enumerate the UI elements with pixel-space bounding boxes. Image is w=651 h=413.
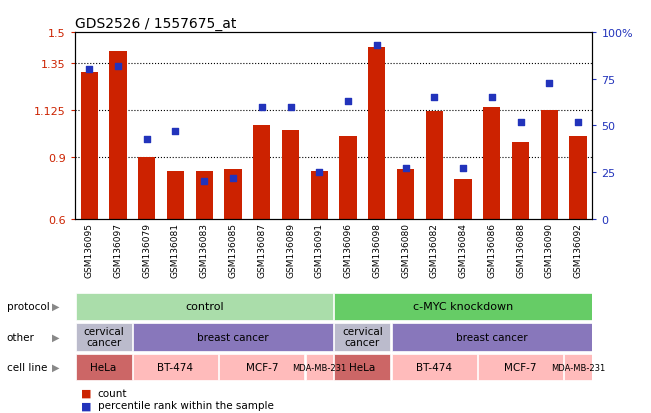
Text: protocol: protocol — [7, 301, 49, 311]
Bar — [219, 354, 304, 380]
Bar — [397, 170, 414, 219]
Bar — [76, 293, 333, 320]
Text: MDA-MB-231: MDA-MB-231 — [292, 363, 346, 372]
Bar — [368, 47, 385, 219]
Bar — [76, 354, 132, 380]
Text: ■: ■ — [81, 400, 92, 410]
Bar — [133, 323, 333, 351]
Text: GDS2526 / 1557675_at: GDS2526 / 1557675_at — [75, 17, 236, 31]
Text: GSM136087: GSM136087 — [257, 223, 266, 278]
Bar — [109, 52, 126, 219]
Text: MDA-MB-231: MDA-MB-231 — [551, 363, 605, 372]
Point — [458, 166, 468, 172]
Bar — [76, 323, 132, 351]
Point — [228, 175, 238, 182]
Text: GSM136086: GSM136086 — [488, 223, 496, 278]
Bar — [483, 107, 501, 219]
Point — [256, 104, 267, 111]
Bar — [305, 354, 333, 380]
Bar — [138, 157, 156, 219]
Text: HeLa: HeLa — [350, 362, 376, 372]
Text: ■: ■ — [81, 388, 92, 398]
Text: GSM136081: GSM136081 — [171, 223, 180, 278]
Text: GSM136091: GSM136091 — [315, 223, 324, 278]
Bar — [167, 172, 184, 219]
Bar — [225, 170, 242, 219]
Text: GSM136088: GSM136088 — [516, 223, 525, 278]
Text: BT-474: BT-474 — [158, 362, 193, 372]
Bar — [311, 172, 328, 219]
Bar — [392, 323, 592, 351]
Bar — [478, 354, 563, 380]
Text: count: count — [98, 388, 127, 398]
Point — [486, 95, 497, 102]
Text: cervical
cancer: cervical cancer — [83, 326, 124, 348]
Text: GSM136079: GSM136079 — [143, 223, 151, 278]
Bar — [392, 354, 477, 380]
Text: BT-474: BT-474 — [416, 362, 452, 372]
Bar — [570, 137, 587, 219]
Text: GSM136095: GSM136095 — [85, 223, 94, 278]
Text: ▶: ▶ — [51, 332, 59, 342]
Point — [314, 169, 324, 176]
Text: c-MYC knockdown: c-MYC knockdown — [413, 301, 513, 311]
Bar — [253, 126, 270, 219]
Text: ▶: ▶ — [51, 301, 59, 311]
Text: ▶: ▶ — [51, 362, 59, 372]
Bar — [454, 180, 471, 219]
Bar — [339, 137, 357, 219]
Text: GSM136090: GSM136090 — [545, 223, 554, 278]
Bar — [512, 143, 529, 219]
Point — [113, 63, 123, 70]
Point — [84, 67, 94, 74]
Point — [171, 128, 181, 135]
Point — [516, 119, 526, 126]
Point — [141, 136, 152, 142]
Text: GSM136083: GSM136083 — [200, 223, 209, 278]
Text: MCF-7: MCF-7 — [505, 362, 537, 372]
Text: control: control — [185, 301, 223, 311]
Bar — [282, 131, 299, 219]
Point — [429, 95, 439, 102]
Bar — [133, 354, 218, 380]
Point — [199, 179, 210, 185]
Bar — [564, 354, 592, 380]
Text: breast cancer: breast cancer — [197, 332, 269, 342]
Bar — [335, 323, 391, 351]
Text: GSM136085: GSM136085 — [229, 223, 238, 278]
Text: other: other — [7, 332, 35, 342]
Text: breast cancer: breast cancer — [456, 332, 527, 342]
Text: GSM136084: GSM136084 — [458, 223, 467, 278]
Text: GSM136089: GSM136089 — [286, 223, 295, 278]
Text: GSM136097: GSM136097 — [113, 223, 122, 278]
Text: cell line: cell line — [7, 362, 47, 372]
Text: GSM136092: GSM136092 — [574, 223, 583, 278]
Text: GSM136096: GSM136096 — [344, 223, 352, 278]
Text: cervical
cancer: cervical cancer — [342, 326, 383, 348]
Bar — [335, 354, 391, 380]
Text: GSM136080: GSM136080 — [401, 223, 410, 278]
Bar — [426, 112, 443, 219]
Point — [573, 119, 583, 126]
Point — [400, 166, 411, 172]
Point — [372, 43, 382, 50]
Point — [544, 80, 555, 87]
Text: GSM136082: GSM136082 — [430, 223, 439, 278]
Text: percentile rank within the sample: percentile rank within the sample — [98, 400, 273, 410]
Bar — [81, 72, 98, 219]
Text: MCF-7: MCF-7 — [245, 362, 278, 372]
Bar — [540, 111, 558, 219]
Text: GSM136098: GSM136098 — [372, 223, 381, 278]
Bar — [195, 172, 213, 219]
Point — [343, 99, 353, 105]
Point — [285, 104, 296, 111]
Text: HeLa: HeLa — [90, 362, 117, 372]
Bar — [335, 293, 592, 320]
